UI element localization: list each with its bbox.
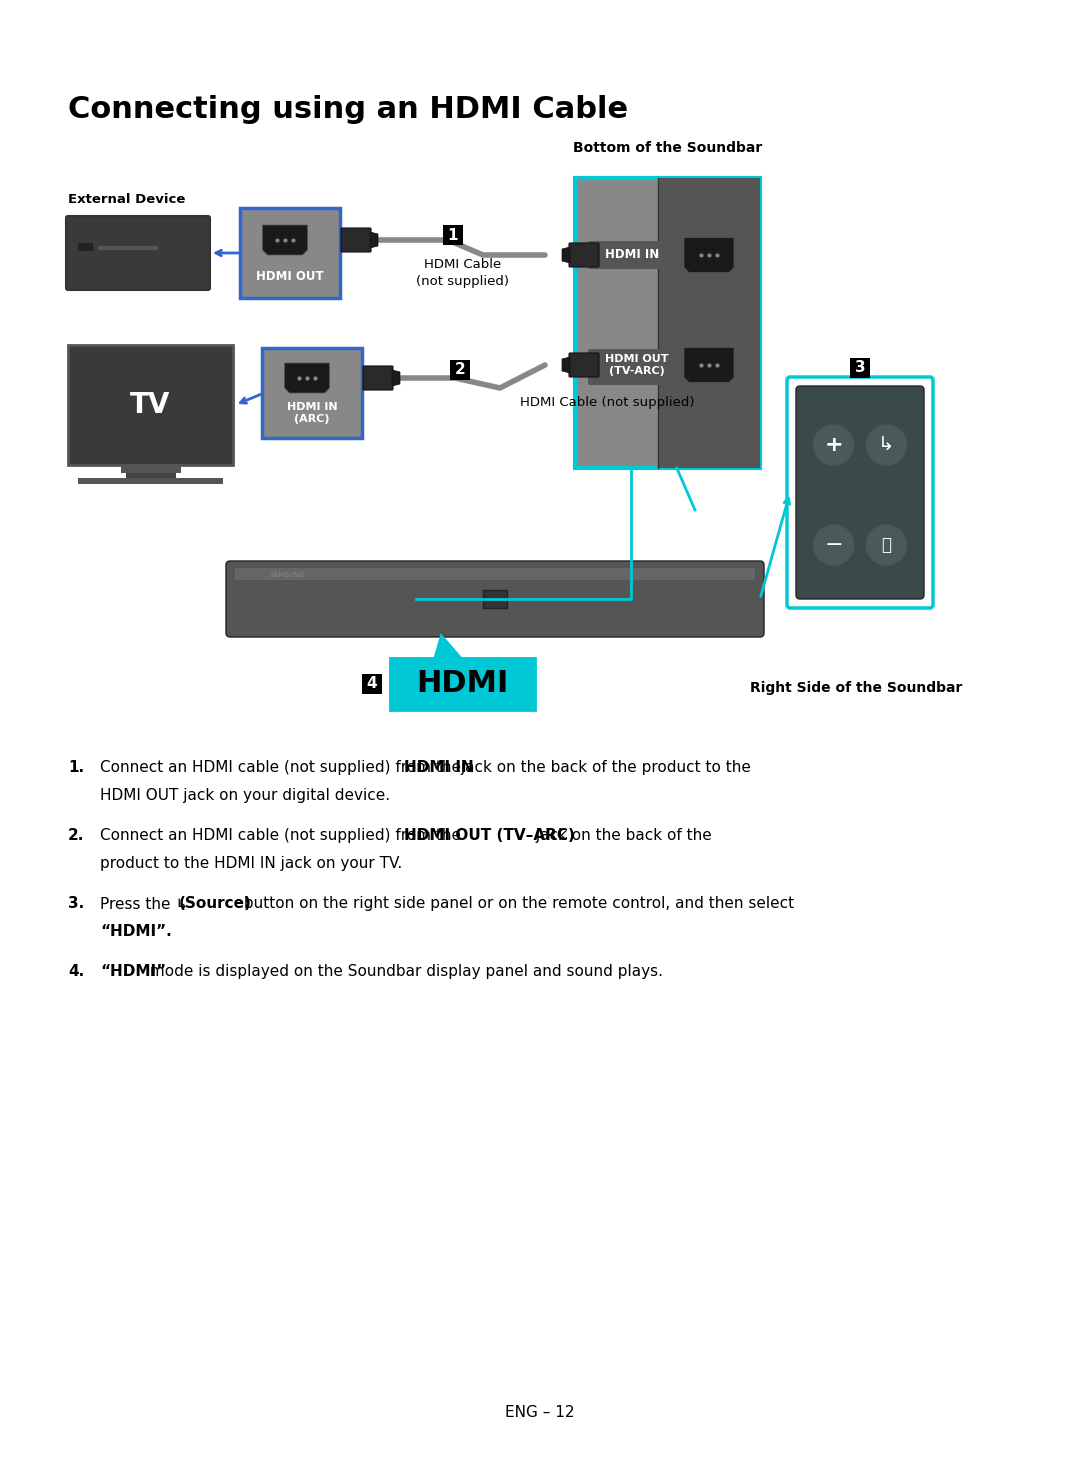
FancyBboxPatch shape xyxy=(796,386,924,599)
Text: Right Side of the Soundbar: Right Side of the Soundbar xyxy=(750,680,962,695)
FancyBboxPatch shape xyxy=(363,365,393,390)
Text: Connecting using an HDMI Cable: Connecting using an HDMI Cable xyxy=(68,95,629,124)
FancyBboxPatch shape xyxy=(78,243,93,251)
Text: (Source): (Source) xyxy=(179,896,252,911)
Polygon shape xyxy=(370,232,378,248)
Text: External Device: External Device xyxy=(68,192,186,206)
Text: 2: 2 xyxy=(455,362,465,377)
Polygon shape xyxy=(262,225,308,254)
Text: 1: 1 xyxy=(448,228,458,243)
Text: +: + xyxy=(824,435,842,456)
Text: ↳: ↳ xyxy=(878,435,894,454)
Text: TV: TV xyxy=(131,390,171,419)
Polygon shape xyxy=(284,362,329,393)
FancyBboxPatch shape xyxy=(575,177,760,467)
FancyBboxPatch shape xyxy=(235,568,755,580)
Text: Connect an HDMI cable (not supplied) from the: Connect an HDMI cable (not supplied) fro… xyxy=(100,828,465,843)
Text: SAMSUNG: SAMSUNG xyxy=(270,572,306,578)
Text: product to the HDMI IN jack on your TV.: product to the HDMI IN jack on your TV. xyxy=(100,856,402,871)
Circle shape xyxy=(866,424,906,464)
Polygon shape xyxy=(562,247,570,263)
FancyBboxPatch shape xyxy=(121,464,180,473)
FancyBboxPatch shape xyxy=(658,177,760,467)
Text: 4.: 4. xyxy=(68,964,84,979)
Text: ⏻: ⏻ xyxy=(881,535,891,555)
Text: mode is displayed on the Soundbar display panel and sound plays.: mode is displayed on the Soundbar displa… xyxy=(145,964,663,979)
FancyBboxPatch shape xyxy=(262,348,362,438)
FancyBboxPatch shape xyxy=(240,209,340,297)
Text: “HDMI”.: “HDMI”. xyxy=(100,924,172,939)
FancyBboxPatch shape xyxy=(569,243,599,268)
Text: Bottom of the Soundbar: Bottom of the Soundbar xyxy=(572,141,762,155)
Text: HDMI IN: HDMI IN xyxy=(605,248,659,262)
FancyBboxPatch shape xyxy=(226,561,764,637)
Polygon shape xyxy=(433,633,462,658)
Text: 1.: 1. xyxy=(68,760,84,775)
Text: button on the right side panel or on the remote control, and then select: button on the right side panel or on the… xyxy=(239,896,794,911)
Text: 3.: 3. xyxy=(68,896,84,911)
Circle shape xyxy=(866,525,906,565)
Text: “HDMI”: “HDMI” xyxy=(100,964,166,979)
Text: 2.: 2. xyxy=(68,828,84,843)
FancyBboxPatch shape xyxy=(125,473,175,478)
FancyBboxPatch shape xyxy=(483,590,507,608)
Text: Press the ↳: Press the ↳ xyxy=(100,896,193,911)
FancyBboxPatch shape xyxy=(66,216,210,290)
Text: HDMI IN
(ARC): HDMI IN (ARC) xyxy=(286,402,337,424)
FancyBboxPatch shape xyxy=(390,658,535,710)
Text: 3: 3 xyxy=(854,361,865,376)
Polygon shape xyxy=(392,370,400,386)
Text: HDMI: HDMI xyxy=(416,670,509,698)
FancyBboxPatch shape xyxy=(98,246,158,250)
Circle shape xyxy=(813,424,853,464)
Circle shape xyxy=(813,525,853,565)
Text: Connect an HDMI cable (not supplied) from the: Connect an HDMI cable (not supplied) fro… xyxy=(100,760,465,775)
Text: HDMI OUT: HDMI OUT xyxy=(256,269,324,282)
Polygon shape xyxy=(562,356,570,373)
Text: jack on the back of the product to the: jack on the back of the product to the xyxy=(456,760,751,775)
Text: −: − xyxy=(824,535,842,555)
FancyBboxPatch shape xyxy=(588,241,677,269)
Text: HDMI OUT
(TV-ARC): HDMI OUT (TV-ARC) xyxy=(605,353,669,376)
FancyBboxPatch shape xyxy=(569,353,599,377)
FancyBboxPatch shape xyxy=(450,359,470,380)
Text: HDMI OUT jack on your digital device.: HDMI OUT jack on your digital device. xyxy=(100,788,390,803)
FancyBboxPatch shape xyxy=(850,358,870,379)
FancyBboxPatch shape xyxy=(341,228,372,251)
Text: ENG – 12: ENG – 12 xyxy=(505,1405,575,1420)
Text: 4: 4 xyxy=(367,676,377,692)
FancyBboxPatch shape xyxy=(68,345,233,464)
FancyBboxPatch shape xyxy=(78,478,222,484)
Text: HDMI IN: HDMI IN xyxy=(404,760,473,775)
FancyBboxPatch shape xyxy=(362,674,382,694)
Text: HDMI Cable
(not supplied): HDMI Cable (not supplied) xyxy=(417,257,510,288)
Polygon shape xyxy=(684,238,734,272)
Polygon shape xyxy=(684,348,734,383)
Text: HDMI OUT (TV–ARC): HDMI OUT (TV–ARC) xyxy=(404,828,575,843)
FancyBboxPatch shape xyxy=(588,349,687,385)
Text: jack on the back of the: jack on the back of the xyxy=(530,828,712,843)
FancyBboxPatch shape xyxy=(443,225,463,246)
Text: HDMI Cable (not supplied): HDMI Cable (not supplied) xyxy=(519,396,694,410)
